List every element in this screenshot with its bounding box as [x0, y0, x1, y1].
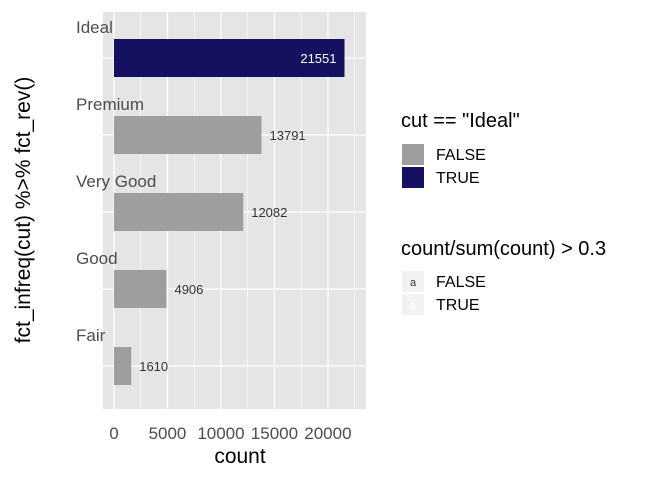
data-label: 12082: [251, 205, 287, 220]
legend-label: FALSE: [436, 147, 486, 164]
bar-good: [114, 270, 167, 308]
y-tick-label: Good: [76, 249, 118, 268]
x-tick-label: 15000: [251, 424, 298, 443]
y-tick-label: Fair: [76, 326, 106, 345]
x-tick-label: 10000: [197, 424, 244, 443]
legend-label: FALSE: [436, 274, 486, 291]
y-axis-title: fct_infreq(cut) %>% fct_rev(): [12, 77, 35, 344]
x-tick-label: 0: [109, 424, 118, 443]
data-label: 13791: [270, 128, 306, 143]
legend-title-text-colour: count/sum(count) > 0.3: [401, 238, 606, 260]
legend-key-glyph: a: [410, 300, 417, 312]
x-tick-label: 5000: [149, 424, 187, 443]
bar-fair: [114, 347, 132, 385]
data-label: 21551: [300, 51, 336, 66]
x-tick-label: 20000: [304, 424, 351, 443]
legend-key-true: [402, 294, 424, 315]
y-tick-label: Ideal: [76, 18, 113, 37]
bar-very-good: [114, 193, 244, 231]
bar-premium: [114, 116, 262, 154]
data-label: 4906: [174, 282, 203, 297]
bar-ideal: [114, 39, 345, 77]
y-tick-label: Very Good: [76, 172, 156, 191]
legend-key-glyph: a: [410, 277, 417, 289]
x-axis-title: count: [214, 445, 266, 468]
data-label: 1610: [139, 359, 168, 374]
legend-title-fill: cut == "Ideal": [401, 110, 520, 132]
legend-key-false: [402, 144, 424, 165]
legend-label: TRUE: [436, 297, 480, 314]
y-tick-label: Premium: [76, 95, 144, 114]
legend-label: TRUE: [436, 170, 480, 187]
legend-key-false: [402, 271, 424, 292]
legend-key-true: [402, 167, 424, 188]
